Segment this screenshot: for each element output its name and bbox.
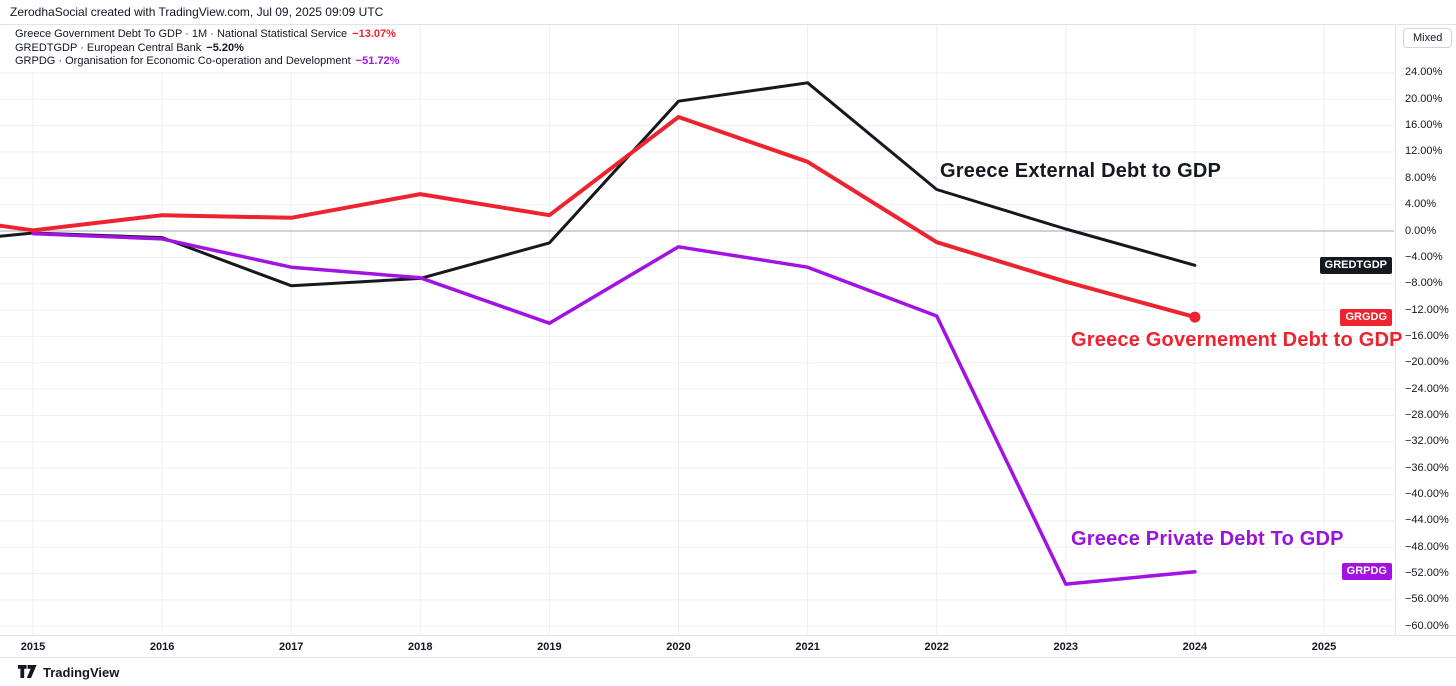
price-tick-label: −48.00% bbox=[1405, 540, 1449, 553]
footer-bar: TradingView bbox=[0, 658, 1456, 686]
price-badge-GRGDG: GRGDG bbox=[1340, 308, 1392, 326]
legend-row-value: −13.07% bbox=[352, 28, 396, 40]
price-tick-label: 12.00% bbox=[1405, 145, 1443, 158]
time-tick-label: 2020 bbox=[666, 641, 691, 653]
time-tick-label: 2015 bbox=[20, 641, 46, 653]
chart-annotation: Greece External Debt to GDP bbox=[940, 160, 1222, 182]
price-tick-label: −36.00% bbox=[1405, 461, 1449, 474]
price-axis[interactable]: Mixed 24.00% 20.00% 16.00% 12.00% 8.00% 4.00%… bbox=[1395, 25, 1456, 635]
series-end-dot-GRGDG bbox=[1189, 311, 1201, 323]
price-badge-GREDTGDP: GREDTGDP bbox=[1319, 256, 1392, 274]
time-tick-label: 2019 bbox=[537, 641, 562, 653]
chart-pane[interactable]: Greece Government Debt To GDP · 1M · Nat… bbox=[0, 25, 1402, 635]
price-tick-label: −16.00% bbox=[1405, 329, 1449, 342]
price-tick-label: −8.00% bbox=[1405, 277, 1443, 290]
time-axis[interactable]: 2015 2016 2017 2018 2019 2020 2021 2022 2023 2024… bbox=[0, 635, 1456, 658]
price-tick-label: −44.00% bbox=[1405, 514, 1449, 527]
chart-annotation: Greece Private Debt To GDP bbox=[1071, 528, 1344, 550]
time-tick-label: 2018 bbox=[408, 641, 433, 653]
time-tick-label: 2023 bbox=[1053, 641, 1079, 653]
time-tick-label: 2021 bbox=[795, 641, 820, 653]
price-tick-label: −32.00% bbox=[1405, 435, 1449, 448]
legend: Greece Government Debt To GDP · 1M · Nat… bbox=[13, 26, 408, 72]
price-tick-label: −40.00% bbox=[1405, 488, 1449, 500]
chart-annotation: Greece Governement Debt to GDP bbox=[1071, 329, 1403, 351]
price-tick-label: −24.00% bbox=[1405, 382, 1449, 395]
price-tick-label: 4.00% bbox=[1405, 198, 1437, 211]
legend-row-0[interactable]: Greece Government Debt To GDP · 1M · Nat… bbox=[15, 28, 399, 42]
price-badge-GRPDG: GRPDG bbox=[1341, 563, 1392, 581]
tradingview-logo-icon bbox=[18, 665, 37, 678]
time-tick-label: 2017 bbox=[278, 641, 304, 653]
series-line-GRPDG bbox=[31, 231, 1197, 586]
price-tick-label: −28.00% bbox=[1405, 409, 1449, 421]
price-tick-label: −12.00% bbox=[1405, 303, 1449, 316]
series-line-GREDTGDP bbox=[0, 81, 1197, 288]
price-tick-label: 20.00% bbox=[1405, 92, 1443, 105]
series-line-GRGDG bbox=[0, 115, 1197, 320]
price-tick-label: −60.00% bbox=[1405, 619, 1449, 632]
time-tick-label: 2016 bbox=[149, 641, 175, 653]
time-tick-label: 2024 bbox=[1182, 641, 1208, 653]
price-tick-label: −52.00% bbox=[1405, 567, 1449, 579]
legend-row-title: GRPDG · Organisation for Economic Co-ope… bbox=[15, 55, 351, 67]
price-tick-label: 8.00% bbox=[1405, 171, 1437, 184]
price-tick-label: 24.00% bbox=[1405, 66, 1443, 79]
legend-row-title: GREDTGDP · European Central Bank bbox=[15, 41, 202, 54]
price-tick-label: −4.00% bbox=[1405, 250, 1443, 263]
time-tick-label: 2025 bbox=[1311, 641, 1337, 653]
legend-row-1[interactable]: GREDTGDP · European Central Bank −5.20% bbox=[15, 42, 399, 56]
tradingview-brand: TradingView bbox=[43, 664, 120, 680]
attribution-text: ZerodhaSocial created with TradingView.c… bbox=[10, 5, 384, 19]
legend-row-title: Greece Government Debt To GDP · 1M · Nat… bbox=[15, 28, 348, 40]
attribution-bar: ZerodhaSocial created with TradingView.c… bbox=[0, 0, 1456, 25]
price-tick-label: 16.00% bbox=[1405, 119, 1443, 132]
price-tick-label: 0.00% bbox=[1405, 224, 1437, 237]
price-scale-mode-button[interactable]: Mixed bbox=[1403, 28, 1453, 48]
time-tick-label: 2022 bbox=[924, 641, 949, 653]
legend-row-value: −5.20% bbox=[206, 41, 244, 54]
price-tick-label: −56.00% bbox=[1405, 593, 1449, 606]
chart-canvas[interactable] bbox=[0, 25, 1394, 635]
legend-row-value: −51.72% bbox=[355, 55, 400, 67]
price-tick-label: −20.00% bbox=[1405, 356, 1449, 369]
legend-row-2[interactable]: GRPDG · Organisation for Economic Co-ope… bbox=[15, 55, 399, 69]
